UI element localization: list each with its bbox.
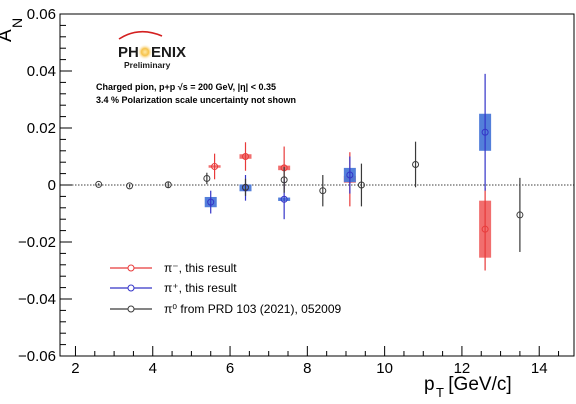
- x-axis-title-main: p: [424, 374, 435, 395]
- y-axis-ticks: −0.06 −0.04 −0.02 0 0.02 0.04 0.06: [18, 6, 72, 365]
- x-axis-title-unit: [GeV/c]: [443, 374, 512, 395]
- legend-marker: [127, 305, 135, 313]
- data-point: [207, 198, 215, 206]
- logo-subtitle: Preliminary: [124, 60, 171, 70]
- logo-swoosh: [118, 30, 163, 40]
- logo-text-right: ENIX: [151, 44, 186, 61]
- annotation-line-1: Charged pion, p+p √s = 200 GeV, |η| < 0.…: [96, 82, 276, 92]
- x-tick-label: 8: [303, 360, 311, 377]
- y-tick-label: 0.06: [27, 6, 56, 23]
- legend: π⁻, this result π⁺, this result π⁰ from PR…: [110, 261, 342, 316]
- x-tick-label: 4: [149, 360, 157, 377]
- data-point: [95, 180, 103, 188]
- legend-label: π⁰ from PRD 103 (2021), 052009: [164, 302, 342, 316]
- data-point: [357, 181, 365, 189]
- logo-flare-icon: [137, 44, 153, 60]
- x-axis-ticks: 2 4 6 8 10 12 14: [71, 346, 560, 377]
- data-point: [242, 183, 250, 191]
- y-tick-label: −0.02: [18, 234, 56, 251]
- y-tick-label: 0.04: [27, 63, 56, 80]
- legend-label: π⁻, this result: [164, 261, 237, 275]
- data-point: [203, 174, 211, 182]
- y-axis-title-sub: N: [9, 18, 25, 28]
- legend-marker: [127, 284, 135, 292]
- legend-label: π⁺, this result: [164, 281, 237, 295]
- x-tick-label: 14: [531, 360, 548, 377]
- phenix-logo: PH ENIX Preliminary: [118, 30, 186, 70]
- logo-text-left: PH: [118, 44, 139, 61]
- series-2: [95, 141, 524, 252]
- x-tick-label: 6: [226, 360, 234, 377]
- x-tick-label: 12: [454, 360, 471, 377]
- annotation-line-2: 3.4 % Polarization scale uncertainty not…: [96, 95, 296, 105]
- y-axis-title-main: A: [0, 29, 16, 42]
- x-tick-label: 10: [376, 360, 393, 377]
- legend-marker: [127, 264, 135, 272]
- y-tick-label: −0.04: [18, 291, 56, 308]
- x-axis-title: p T [GeV/c]: [424, 374, 512, 400]
- y-tick-label: 0: [48, 177, 56, 194]
- data-point: [346, 171, 354, 179]
- data-point: [481, 128, 489, 136]
- data-point: [412, 160, 420, 168]
- data-point: [319, 187, 327, 195]
- data-point: [126, 182, 134, 190]
- data-point: [242, 153, 250, 160]
- data-point: [516, 211, 524, 219]
- data-point: [211, 162, 219, 170]
- data-series: [95, 73, 524, 271]
- y-tick-label: −0.06: [18, 348, 56, 365]
- y-tick-label: 0.02: [27, 120, 56, 137]
- data-point: [280, 195, 288, 203]
- data-point: [164, 181, 172, 189]
- y-axis-title: A N: [0, 18, 25, 42]
- x-tick-label: 2: [71, 360, 79, 377]
- data-point: [481, 225, 489, 233]
- data-point: [280, 176, 288, 184]
- x-axis-title-sub: T: [436, 385, 444, 400]
